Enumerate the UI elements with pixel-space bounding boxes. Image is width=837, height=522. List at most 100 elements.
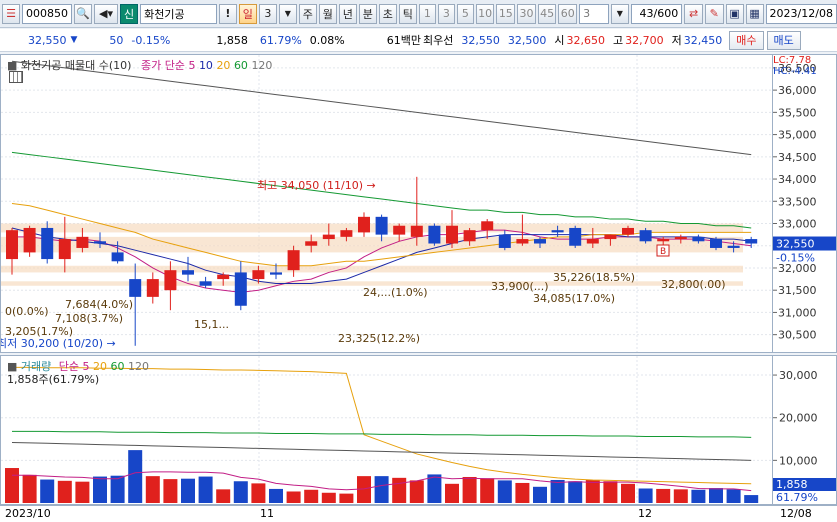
candle-body [569,227,582,246]
candle-body [692,236,705,242]
vol-ma60-period: 60 [110,360,125,373]
interval-button[interactable]: 5 [456,3,474,24]
candle-body [6,230,18,260]
date-field[interactable]: 2023/12/08 [765,3,837,24]
alert-button[interactable]: ! [218,3,237,24]
volume-profile-label: 3,205(1.7%) [5,325,73,338]
volume-bar [585,479,600,503]
volume-axis[interactable]: 30,000 20,000 10,000 1,858 61.79% [773,355,837,505]
interval-button[interactable]: 45 [537,3,557,24]
candle-body [270,272,282,275]
volume-bar [568,481,583,503]
volume-title: 거래량 [20,360,52,373]
price-tick-label: 32,000 [778,262,817,275]
interval-button[interactable]: 60 [558,3,578,24]
volume-bar [181,478,195,503]
sound-icon[interactable]: ◀▾ [94,3,119,24]
interval-select[interactable]: 3 [579,3,609,24]
buy-signal-label: B [660,247,666,257]
price-tick-label: 30,500 [778,329,817,342]
volume-bar [75,481,90,503]
candle-body [182,270,194,275]
volume-tick-label: 10,000 [779,454,818,467]
candle-body [534,239,546,244]
chevron-down-icon[interactable]: ▼ [278,3,297,24]
volume-profile-band [1,245,743,253]
price-tick-label: 34,500 [778,151,817,164]
price-chart-panel[interactable]: 35,226(18.5%) 32,800(.00) 33,900(...) 34,08… [0,54,773,353]
candle-body [305,241,318,246]
price-legend: ■ 화천기공 매물대 수(10) 종가 단순 5 10 20 60 120 [7,57,272,73]
candle-body [393,225,406,235]
sell-button[interactable]: 매도 [766,30,801,50]
stock-code-input[interactable]: 000850 [22,3,72,24]
date-label-oct: 2023/10 [5,507,51,520]
interval-button[interactable]: 15 [496,3,516,24]
candle-body [252,270,265,280]
search-icon[interactable]: 🔍 [74,3,92,24]
volume-bar [392,477,407,503]
chart-tools-icon[interactable]: ⇄ [684,3,703,24]
current-price-pct: -0.15% [776,252,815,265]
volume-bar [445,483,459,503]
volume-bar [497,480,512,503]
volume-chart-panel[interactable]: ■ 거래량 단순 5 20 60 120 1,858주(61.79%) [0,355,773,505]
volume-profile-label: 24,...(1.0%) [363,286,428,299]
volume-bar [409,480,424,503]
calendar-icon[interactable]: ▦ [745,3,764,24]
timeframe-week-tab[interactable]: 주 [298,3,317,24]
candle-body [322,234,335,240]
ma60-period: 60 [233,59,248,72]
date-label-last: 12/08 [780,507,812,520]
timeframe-tick-tab[interactable]: 틱 [398,3,417,24]
timeframe-month-tab[interactable]: 월 [318,3,337,24]
best-quote-label: 최우선 [423,34,454,47]
timeframe-year-tab[interactable]: 년 [338,3,357,24]
volume-profile-label: 7,108(3.7%) [55,312,123,325]
draw-tool-icon[interactable]: ✎ [704,3,724,24]
candle-body [164,270,177,291]
volume-tick-label: 30,000 [779,369,818,382]
ma120-period: 120 [251,59,273,72]
table-icon[interactable] [9,71,23,83]
interval-button[interactable]: 1 [418,3,436,24]
price-axis[interactable]: 36,500 36,000 35,500 35,000 34,500 34,000 33,5… [773,54,837,353]
interval-button[interactable]: 30 [517,3,536,24]
volume-bar [621,483,635,503]
stock-name-field[interactable]: 화천기공 [140,3,217,24]
price-tick-label: 36,000 [778,84,817,97]
timeframe-minute-tab[interactable]: 분 [358,3,377,24]
volume-bar [709,488,723,503]
interval-button[interactable]: 10 [475,3,495,24]
volume-bar [726,489,741,503]
best-bid: 32,500 [507,33,547,47]
volume-bar [216,489,231,503]
timeframe-second-tab[interactable]: 초 [378,3,397,24]
volume-bar [374,476,389,503]
candle-body [41,227,54,260]
timeframe-day-tab[interactable]: 일 [238,3,257,24]
candle-body [340,230,353,237]
interval-button[interactable]: 3 [437,3,455,24]
bar-count-field[interactable]: 43/600 [630,3,683,24]
timeframe-count-select[interactable]: 3 [258,3,277,24]
candle-body [76,236,89,248]
candle-body [622,227,634,235]
volume-bar [22,474,37,503]
price-chart[interactable]: 35,226(18.5%) 32,800(.00) 33,900(...)34,08… [1,55,772,352]
volume-profile-label: 32,800(.00) [661,278,726,291]
candle-body [551,230,564,233]
volume-chart[interactable] [1,356,772,504]
buy-button[interactable]: 매수 [729,30,764,50]
price-tick-label: 31,000 [778,306,817,319]
volume-profile-label: 7,684(4.0%) [65,298,133,311]
volume-bar [145,476,160,503]
date-label-dec: 12 [638,507,652,520]
settings-icon[interactable]: ☰ [2,3,20,24]
volume-bar [40,479,55,503]
save-icon[interactable]: ▣ [725,3,744,24]
volume-ma-line-120 [11,441,752,461]
volume-ma-label: 단순 [58,360,80,373]
chevron-down-icon[interactable]: ▼ [610,3,629,24]
volume-profile-band [1,281,743,286]
